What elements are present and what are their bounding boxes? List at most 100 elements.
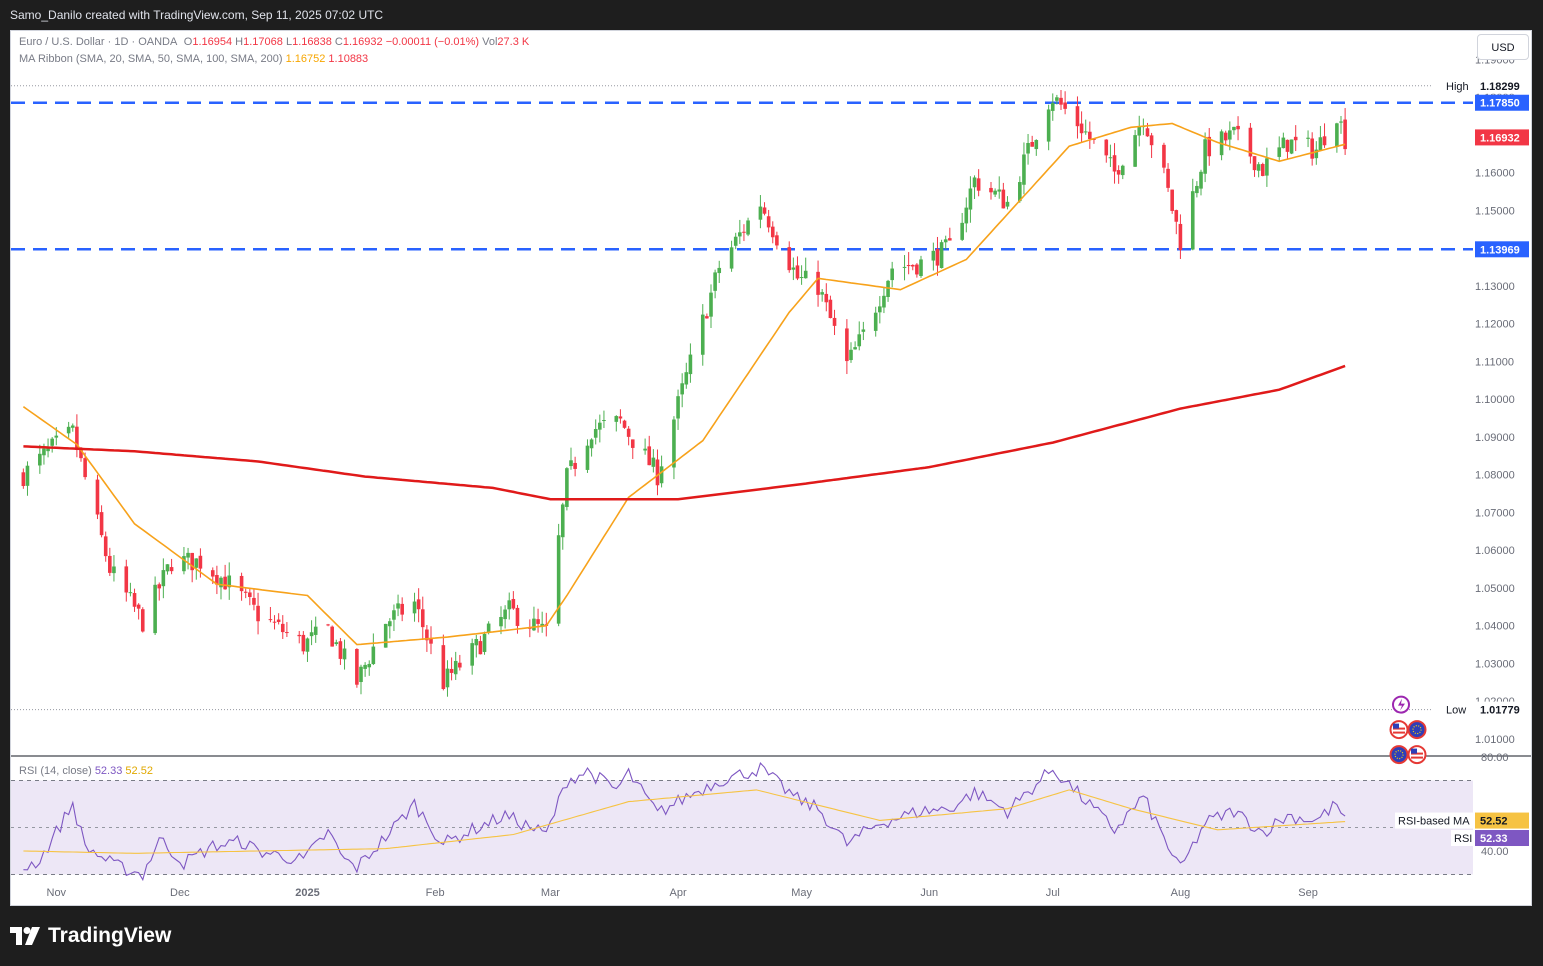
candle-body — [383, 623, 388, 648]
candle — [775, 231, 779, 250]
candle-body — [1281, 137, 1286, 149]
candle-body — [676, 396, 680, 419]
candle — [470, 638, 474, 675]
candle-body — [108, 555, 112, 573]
candle — [560, 502, 565, 550]
candle-body — [1339, 121, 1343, 123]
candle-body — [420, 609, 425, 628]
candle-body — [285, 632, 289, 634]
candle — [248, 587, 252, 606]
candle — [787, 241, 792, 273]
candle — [758, 195, 763, 229]
low-tag-value: 1.01779 — [1480, 705, 1520, 717]
ma-legend[interactable]: MA Ribbon (SMA, 20, SMA, 50, SMA, 100, S… — [19, 53, 368, 65]
time-axis: Nov Dec 2025 Feb Mar Apr May Jun Jul Aug Sep — [47, 887, 1318, 899]
candle — [219, 576, 223, 600]
candle-body — [906, 265, 911, 267]
candle-body — [54, 435, 59, 438]
candle — [108, 547, 112, 576]
lightning-glyph — [1398, 698, 1405, 711]
eu-flag-icon — [1389, 745, 1409, 765]
candle — [1116, 165, 1121, 184]
symbol-legend[interactable]: Euro / U.S. Dollar · 1D · OANDA O1.16954… — [19, 36, 529, 48]
candle — [733, 232, 738, 250]
tradingview-brand[interactable]: TradingView — [10, 920, 171, 952]
candle-body — [38, 453, 42, 466]
candle-body — [1248, 127, 1253, 157]
candle — [1256, 162, 1261, 178]
candle-body — [46, 447, 50, 452]
candle-body — [75, 426, 79, 450]
rsi-tag-bg — [1475, 830, 1529, 847]
candle — [99, 505, 104, 538]
candle — [630, 439, 635, 459]
candle-body — [412, 601, 417, 614]
rsi-ma-tag-label-bg — [1395, 812, 1475, 829]
candle-body — [256, 605, 260, 622]
candle-body — [388, 621, 392, 627]
candle — [1174, 209, 1179, 235]
candle — [449, 657, 454, 681]
candle-body — [1108, 157, 1113, 159]
symbol-name[interactable]: Euro / U.S. Dollar · 1D · OANDA — [19, 36, 177, 48]
candle — [651, 449, 656, 473]
currency-button[interactable]: USD — [1477, 34, 1529, 60]
candle — [795, 256, 800, 281]
rsi-title[interactable]: RSI (14, close) — [19, 765, 92, 777]
candle-body — [1322, 136, 1327, 146]
candle-body — [486, 623, 491, 633]
change-value: −0.00011 (−0.01%) — [385, 36, 480, 48]
open-label: O — [183, 36, 193, 48]
candle-body — [1199, 171, 1203, 189]
rsi-ma-tag: RSI-based MA 52.52 — [1395, 812, 1529, 829]
candle — [474, 634, 479, 658]
candle-body — [1166, 168, 1170, 188]
candle — [832, 309, 837, 336]
candle — [1030, 135, 1034, 147]
candle-body — [626, 428, 631, 437]
candle-body — [993, 190, 997, 195]
candle-body — [890, 268, 894, 281]
candle-body — [882, 295, 886, 308]
candle — [906, 252, 911, 275]
candle — [948, 227, 952, 241]
candle — [169, 558, 174, 575]
candle — [1318, 125, 1323, 151]
rsi-legend[interactable]: RSI (14, close) 52.33 52.52 — [19, 765, 153, 777]
ma-title[interactable]: MA Ribbon (SMA, 20, SMA, 50, SMA, 100, S… — [19, 53, 283, 65]
candle — [140, 607, 145, 633]
candle — [989, 182, 993, 200]
candle — [499, 606, 503, 635]
candle-body — [66, 426, 71, 434]
candle — [1170, 189, 1174, 214]
candle — [1034, 139, 1039, 156]
time-tick-label: Sep — [1298, 887, 1318, 899]
candle — [482, 631, 487, 655]
chart-canvas[interactable]: 1.190001.180001.170001.160001.150001.140… — [11, 31, 1531, 905]
candle-body — [503, 609, 507, 620]
candle-body — [1149, 135, 1154, 146]
candle-body — [630, 439, 635, 448]
high-label: H — [235, 36, 244, 48]
candle — [803, 257, 808, 279]
candle-body — [915, 264, 919, 275]
candle-body — [672, 419, 676, 468]
candle-body — [939, 242, 944, 269]
chart-frame[interactable]: 1.190001.180001.170001.160001.150001.140… — [10, 30, 1532, 906]
candle-body — [733, 236, 738, 246]
credit-text: Samo_Danilo created with TradingView.com… — [10, 8, 384, 22]
candle — [503, 605, 507, 629]
candle — [132, 588, 137, 612]
candle — [799, 265, 804, 285]
candle — [330, 625, 334, 647]
candle — [614, 415, 619, 432]
volume-value: 27.3 K — [497, 36, 530, 48]
high-tag-label-bg — [1443, 77, 1475, 94]
candle — [1046, 104, 1051, 151]
candle-body — [124, 566, 129, 593]
candle — [453, 651, 458, 680]
rsi-pane — [11, 762, 1473, 882]
low-value: 1.16838 — [292, 36, 332, 48]
candle-body — [1030, 142, 1034, 147]
rsi-value: 52.33 — [94, 765, 123, 777]
